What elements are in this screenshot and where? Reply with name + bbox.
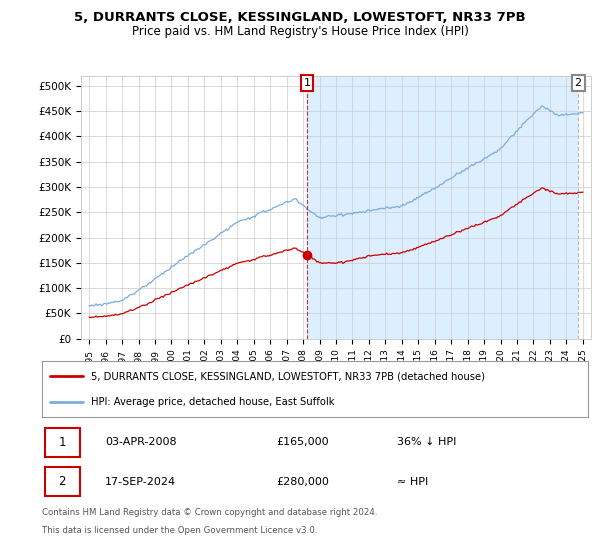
Text: 1: 1 (58, 436, 66, 449)
Text: 2: 2 (58, 475, 66, 488)
Text: 5, DURRANTS CLOSE, KESSINGLAND, LOWESTOFT, NR33 7PB: 5, DURRANTS CLOSE, KESSINGLAND, LOWESTOF… (74, 11, 526, 24)
FancyBboxPatch shape (45, 466, 80, 497)
Text: 1: 1 (304, 78, 311, 88)
Text: £165,000: £165,000 (277, 437, 329, 447)
Text: 03-APR-2008: 03-APR-2008 (105, 437, 176, 447)
Text: £280,000: £280,000 (277, 477, 329, 487)
Text: Contains HM Land Registry data © Crown copyright and database right 2024.: Contains HM Land Registry data © Crown c… (42, 508, 377, 517)
FancyBboxPatch shape (45, 427, 80, 458)
Text: Price paid vs. HM Land Registry's House Price Index (HPI): Price paid vs. HM Land Registry's House … (131, 25, 469, 38)
Text: This data is licensed under the Open Government Licence v3.0.: This data is licensed under the Open Gov… (42, 526, 317, 535)
Bar (307, 76, 578, 339)
Text: 36% ↓ HPI: 36% ↓ HPI (397, 437, 456, 447)
Text: 5, DURRANTS CLOSE, KESSINGLAND, LOWESTOFT, NR33 7PB (detached house): 5, DURRANTS CLOSE, KESSINGLAND, LOWESTOF… (91, 371, 485, 381)
Text: HPI: Average price, detached house, East Suffolk: HPI: Average price, detached house, East… (91, 397, 335, 407)
Text: 17-SEP-2024: 17-SEP-2024 (105, 477, 176, 487)
Text: 2: 2 (575, 78, 582, 88)
Text: ≈ HPI: ≈ HPI (397, 477, 428, 487)
